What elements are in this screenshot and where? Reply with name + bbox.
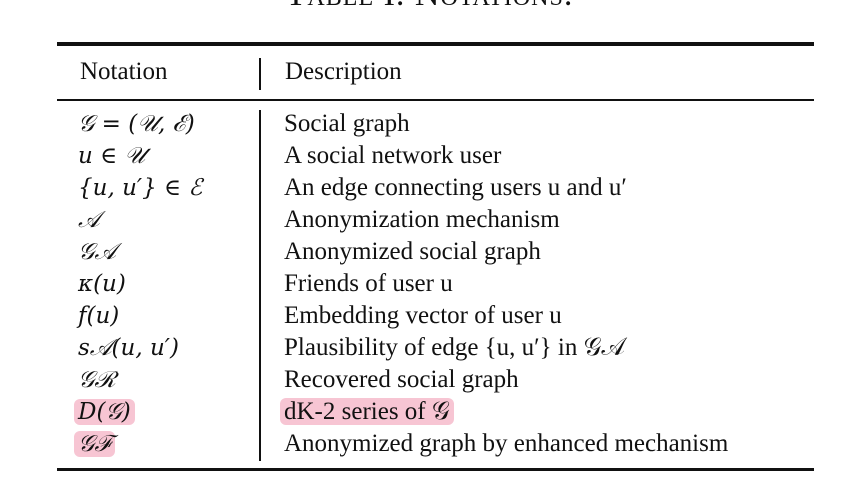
bottom-rule <box>57 468 814 471</box>
column-separator <box>259 110 261 461</box>
table-row: κ(u) Friends of user u <box>0 268 859 300</box>
table-row: 𝒢𝒜 Anonymized social graph <box>0 236 859 268</box>
header-description: Description <box>285 58 402 85</box>
notation-cell: {u, u′} ∈ ℰ <box>78 175 203 201</box>
description-cell: Friends of user u <box>284 270 453 297</box>
highlight-mark: D(𝒢) <box>74 399 135 425</box>
header-separator <box>259 58 261 90</box>
table-row: 𝒢ℛ Recovered social graph <box>0 364 859 396</box>
table-caption: Table I. Notations. <box>0 0 859 14</box>
description-cell: Anonymized social graph <box>284 238 541 265</box>
description-cell: An edge connecting users u and u′ <box>284 174 627 201</box>
top-rule <box>57 42 814 46</box>
description-cell: dK-2 series of 𝒢 <box>280 396 454 428</box>
description-cell: Anonymization mechanism <box>284 206 560 233</box>
header-rule <box>57 99 814 101</box>
notation-cell: 𝒢ℛ <box>78 367 116 393</box>
table-row: 𝒜 Anonymization mechanism <box>0 204 859 236</box>
notation-cell: 𝒢ℱ <box>74 428 116 460</box>
table-row: u ∈ 𝒰 A social network user <box>0 140 859 172</box>
notation-cell: s𝒜(u, u′) <box>78 335 179 361</box>
table-row: 𝒢 = (𝒰, ℰ) Social graph <box>0 108 859 140</box>
table-row-highlighted: D(𝒢) dK-2 series of 𝒢 <box>0 396 859 428</box>
highlight-mark: dK-2 series of 𝒢 <box>280 398 454 425</box>
table-row-highlighted: 𝒢ℱ Anonymized graph by enhanced mechanis… <box>0 428 859 460</box>
description-cell: Embedding vector of user u <box>284 302 562 329</box>
description-cell: A social network user <box>284 142 502 169</box>
table-row: f(u) Embedding vector of user u <box>0 300 859 332</box>
notation-cell: 𝒜 <box>78 207 100 233</box>
highlight-mark: 𝒢ℱ <box>74 431 116 457</box>
header-notation: Notation <box>80 58 168 85</box>
notation-cell: u ∈ 𝒰 <box>78 143 146 169</box>
notation-cell: 𝒢𝒜 <box>78 239 117 265</box>
description-cell: Anonymized graph by enhanced mechanism <box>284 430 729 457</box>
table-row: {u, u′} ∈ ℰ An edge connecting users u a… <box>0 172 859 204</box>
table-row: s𝒜(u, u′) Plausibility of edge {u, u′} i… <box>0 332 859 364</box>
notation-cell: 𝒢 = (𝒰, ℰ) <box>78 111 195 137</box>
notation-cell: f(u) <box>78 303 120 329</box>
description-cell: Social graph <box>284 110 410 137</box>
notation-cell: κ(u) <box>78 271 126 297</box>
description-cell: Recovered social graph <box>284 366 519 393</box>
description-cell: Plausibility of edge {u, u′} in 𝒢𝒜 <box>284 334 626 361</box>
notation-cell: D(𝒢) <box>74 396 135 428</box>
